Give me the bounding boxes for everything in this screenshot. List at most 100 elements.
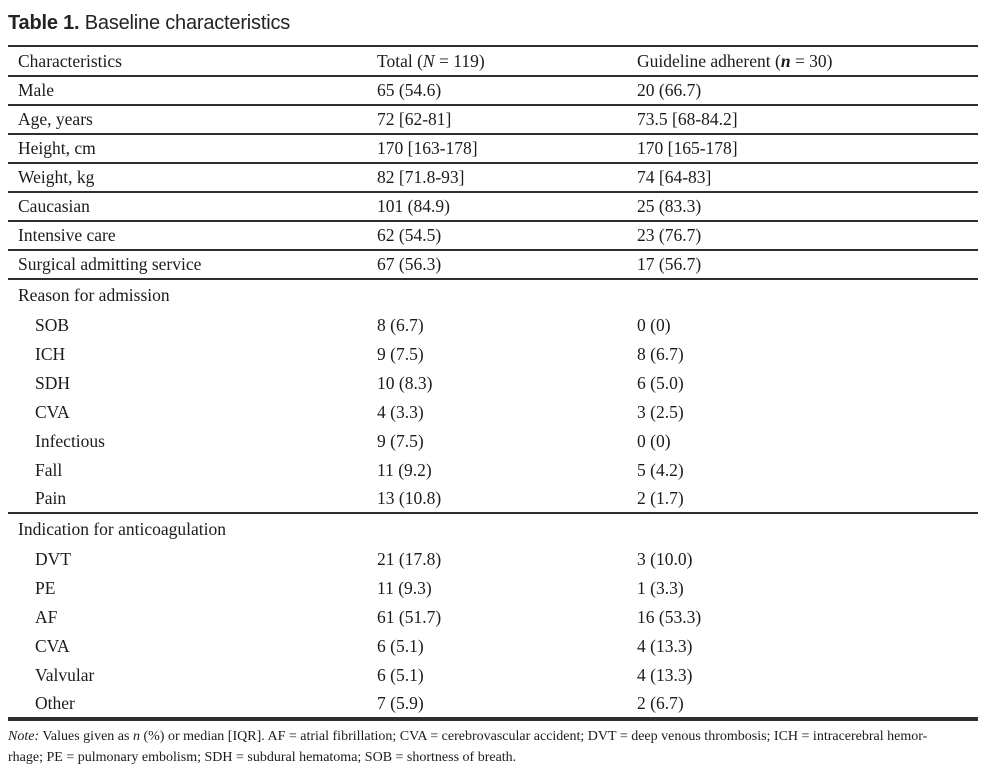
table-row-other: Other 7 (5.9) 2 (6.7) [8, 690, 978, 719]
row-total-value: 62 (54.5) [377, 225, 442, 245]
row-total-value: 61 (51.7) [377, 607, 442, 627]
row-total-value: 7 (5.9) [377, 693, 424, 713]
baseline-characteristics-table: Characteristics Total (N = 119) Guidelin… [8, 45, 978, 719]
row-adherent-value: 4 (13.3) [637, 665, 693, 685]
row-label: Height, cm [18, 138, 96, 158]
row-adherent-value: 20 (66.7) [637, 80, 702, 100]
row-total-value: 6 (5.1) [377, 665, 424, 685]
col-header-characteristics: Characteristics [18, 50, 122, 71]
row-total-value: 9 (7.5) [377, 344, 424, 364]
row-label: Infectious [35, 431, 105, 451]
row-total-value: 13 (10.8) [377, 488, 442, 508]
row-adherent-value: 170 [165-178] [637, 138, 738, 158]
row-total-value: 170 [163-178] [377, 138, 478, 158]
table-header-row: Characteristics Total (N = 119) Guidelin… [8, 47, 978, 77]
row-adherent-value: 73.5 [68-84.2] [637, 109, 738, 129]
table-row-weight: Weight, kg 82 [71.8-93] 74 [64-83] [8, 164, 978, 193]
row-label: Surgical admitting service [18, 254, 202, 274]
table-row-height: Height, cm 170 [163-178] 170 [165-178] [8, 135, 978, 164]
col-header-guideline-adherent: Guideline adherent (n = 30) [637, 50, 833, 71]
row-total-value: 11 (9.2) [377, 460, 432, 480]
table-row-sdh: SDH 10 (8.3) 6 (5.0) [8, 369, 978, 398]
row-label: SDH [35, 373, 71, 393]
italic-n: n [780, 50, 791, 71]
row-total-value: 21 (17.8) [377, 549, 442, 569]
table-row-intensive-care: Intensive care 62 (54.5) 23 (76.7) [8, 222, 978, 251]
row-adherent-value: 0 (0) [637, 431, 671, 451]
row-adherent-value: 4 (13.3) [637, 636, 693, 656]
table-row-pe: PE 11 (9.3) 1 (3.3) [8, 574, 978, 603]
table-number: Table 1. [8, 12, 80, 34]
note-label: Note: [8, 729, 40, 744]
row-label: SOB [35, 315, 70, 335]
row-total-value: 11 (9.3) [377, 578, 432, 598]
row-label: DVT [35, 549, 71, 569]
row-adherent-value: 74 [64-83] [637, 167, 712, 187]
table-row-af: AF 61 (51.7) 16 (53.3) [8, 603, 978, 632]
row-label: Pain [35, 488, 67, 508]
row-adherent-value: 23 (76.7) [637, 225, 702, 245]
footnote-line-1: Note: Values given as n (%) or median [I… [8, 729, 928, 744]
row-adherent-value: 25 (83.3) [637, 196, 702, 216]
row-label: CVA [35, 402, 70, 422]
table-row-caucasian: Caucasian 101 (84.9) 25 (83.3) [8, 193, 978, 222]
row-adherent-value: 16 (53.3) [637, 607, 702, 627]
row-total-value: 65 (54.6) [377, 80, 442, 100]
table-row-valvular: Valvular 6 (5.1) 4 (13.3) [8, 661, 978, 690]
row-adherent-value: 2 (1.7) [637, 488, 684, 508]
table-row-surgical-admitting-service: Surgical admitting service 67 (56.3) 17 … [8, 251, 978, 280]
section-label: Indication for anticoagulation [18, 519, 226, 539]
row-label: Weight, kg [18, 167, 95, 187]
row-total-value: 6 (5.1) [377, 636, 424, 656]
row-adherent-value: 3 (10.0) [637, 549, 693, 569]
row-total-value: 67 (56.3) [377, 254, 442, 274]
table-row-cva-anticoagulation: CVA 6 (5.1) 4 (13.3) [8, 632, 978, 661]
row-total-value: 4 (3.3) [377, 402, 424, 422]
italic-n: n [132, 729, 140, 744]
row-adherent-value: 3 (2.5) [637, 402, 684, 422]
row-adherent-value: 6 (5.0) [637, 373, 684, 393]
row-adherent-value: 0 (0) [637, 315, 671, 335]
row-label: ICH [35, 344, 66, 364]
table-row-fall: Fall 11 (9.2) 5 (4.2) [8, 456, 978, 485]
row-label: Age, years [18, 109, 93, 129]
row-label: Caucasian [18, 196, 90, 216]
row-label: Fall [35, 460, 63, 480]
footnote-line-2: rhage; PE = pulmonary embolism; SDH = su… [8, 750, 517, 765]
row-total-value: 9 (7.5) [377, 431, 424, 451]
row-label: CVA [35, 636, 70, 656]
table-footnote: Note: Values given as n (%) or median [I… [8, 719, 978, 768]
table-row-sob: SOB 8 (6.7) 0 (0) [8, 311, 978, 340]
row-total-value: 72 [62-81] [377, 109, 452, 129]
section-header-reason-for-admission: Reason for admission [8, 280, 978, 311]
row-total-value: 101 (84.9) [377, 196, 450, 216]
row-adherent-value: 5 (4.2) [637, 460, 684, 480]
row-label: Valvular [35, 665, 95, 685]
row-adherent-value: 1 (3.3) [637, 578, 684, 598]
table-row-age: Age, years 72 [62-81] 73.5 [68-84.2] [8, 106, 978, 135]
row-label: PE [35, 578, 56, 598]
table-row-pain: Pain 13 (10.8) 2 (1.7) [8, 485, 978, 514]
table-row-cva-admission: CVA 4 (3.3) 3 (2.5) [8, 398, 978, 427]
table-row-dvt: DVT 21 (17.8) 3 (10.0) [8, 545, 978, 574]
row-label: AF [35, 607, 58, 627]
col-header-total: Total (N = 119) [377, 50, 485, 71]
row-total-value: 8 (6.7) [377, 315, 424, 335]
section-header-indication-for-anticoagulation: Indication for anticoagulation [8, 514, 978, 545]
row-adherent-value: 17 (56.7) [637, 254, 702, 274]
table-row-ich: ICH 9 (7.5) 8 (6.7) [8, 340, 978, 369]
row-label: Intensive care [18, 225, 116, 245]
table-row-infectious: Infectious 9 (7.5) 0 (0) [8, 427, 978, 456]
row-label: Other [35, 693, 75, 713]
section-label: Reason for admission [18, 285, 170, 305]
row-label: Male [18, 80, 54, 100]
row-total-value: 82 [71.8-93] [377, 167, 465, 187]
row-adherent-value: 8 (6.7) [637, 344, 684, 364]
table-row-male: Male 65 (54.6) 20 (66.7) [8, 77, 978, 106]
table-caption: Baseline characteristics [84, 12, 291, 34]
italic-N: N [422, 50, 435, 71]
row-total-value: 10 (8.3) [377, 373, 433, 393]
table-title: Table 1. Baseline characteristics [8, 0, 978, 45]
row-adherent-value: 2 (6.7) [637, 693, 684, 713]
